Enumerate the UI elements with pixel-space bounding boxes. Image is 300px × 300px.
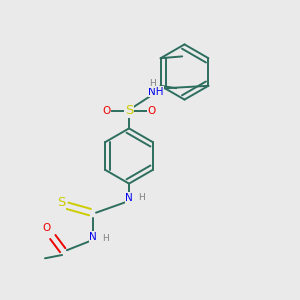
Text: O: O <box>102 106 111 116</box>
Text: N: N <box>125 193 133 203</box>
Text: O: O <box>147 106 156 116</box>
Text: N: N <box>89 232 97 242</box>
Text: H: H <box>149 79 156 88</box>
Text: S: S <box>57 196 66 209</box>
Text: S: S <box>125 104 133 118</box>
Text: H: H <box>102 234 109 243</box>
Text: NH: NH <box>148 86 164 97</box>
Text: H: H <box>138 193 145 202</box>
Text: O: O <box>43 223 51 233</box>
